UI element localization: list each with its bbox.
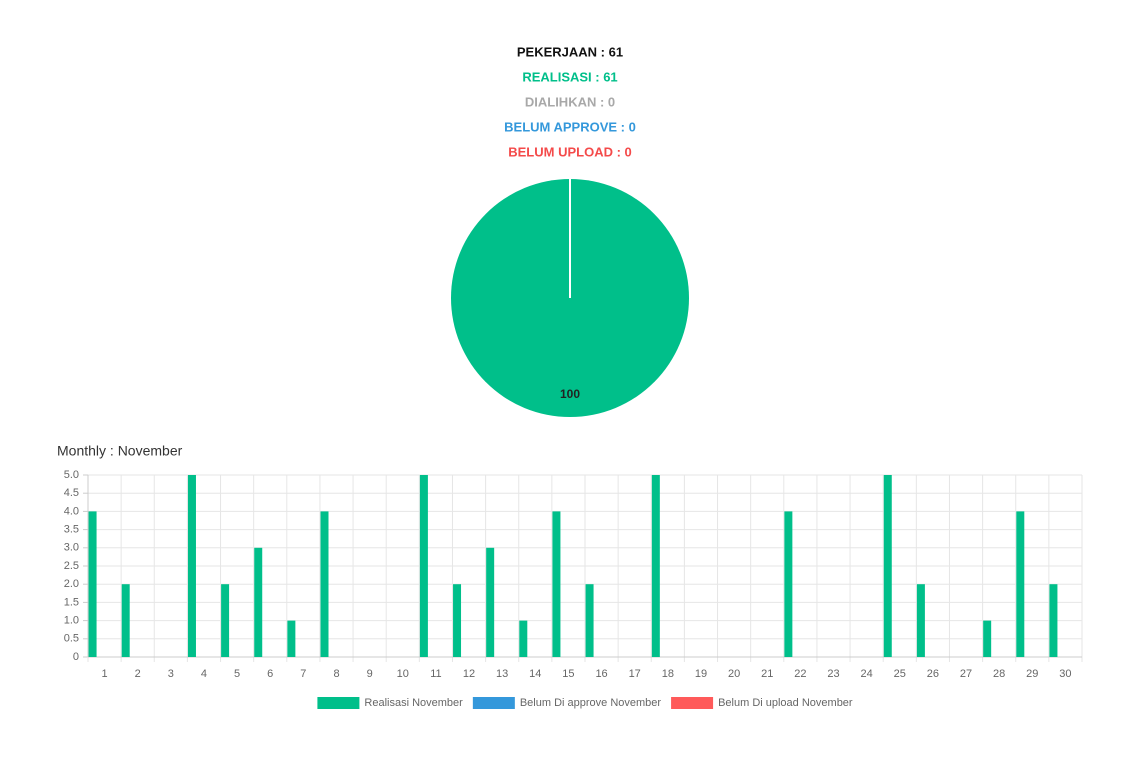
x-tick-label: 6 xyxy=(267,668,273,680)
x-tick-label: 17 xyxy=(629,668,641,680)
x-tick-label: 15 xyxy=(562,668,574,680)
bar xyxy=(254,547,263,657)
x-tick-label: 29 xyxy=(1026,668,1038,680)
bar xyxy=(651,475,660,657)
summary-line: BELUM APPROVE : 0 xyxy=(504,119,636,134)
y-tick-label: 1.0 xyxy=(64,615,79,627)
y-tick-label: 5.0 xyxy=(64,469,79,481)
x-tick-label: 13 xyxy=(496,668,508,680)
x-tick-label: 16 xyxy=(595,668,607,680)
y-tick-label: 2.0 xyxy=(64,578,79,590)
x-tick-label: 9 xyxy=(367,668,373,680)
x-tick-label: 7 xyxy=(300,668,306,680)
bar xyxy=(1016,511,1025,657)
bar xyxy=(552,511,561,657)
bar xyxy=(320,511,329,657)
x-tick-label: 27 xyxy=(960,668,972,680)
bar xyxy=(419,475,428,657)
y-tick-label: 2.5 xyxy=(64,560,79,572)
chart-title: Monthly : November xyxy=(57,443,183,459)
legend-swatch xyxy=(472,697,515,709)
bar xyxy=(784,511,793,657)
x-tick-label: 10 xyxy=(397,668,409,680)
x-tick-label: 23 xyxy=(827,668,839,680)
x-tick-label: 3 xyxy=(168,668,174,680)
summary-line: BELUM UPLOAD : 0 xyxy=(508,144,632,159)
bar xyxy=(585,584,594,657)
bar xyxy=(453,584,462,657)
x-tick-label: 2 xyxy=(135,668,141,680)
y-tick-label: 4.5 xyxy=(64,487,79,499)
y-tick-label: 3.0 xyxy=(64,542,79,554)
legend-label: Belum Di approve November xyxy=(520,697,662,709)
x-tick-label: 30 xyxy=(1059,668,1071,680)
bar xyxy=(88,511,97,657)
bar xyxy=(287,620,296,657)
slice-label: 100 xyxy=(560,387,580,401)
y-tick-label: 0 xyxy=(73,651,79,663)
x-tick-label: 18 xyxy=(662,668,674,680)
x-tick-label: 20 xyxy=(728,668,740,680)
y-tick-label: 3.5 xyxy=(64,524,79,536)
y-tick-label: 4.0 xyxy=(64,505,79,517)
x-tick-label: 22 xyxy=(794,668,806,680)
legend-swatch xyxy=(317,697,360,709)
x-tick-label: 21 xyxy=(761,668,773,680)
summary-line: REALISASI : 61 xyxy=(522,69,617,84)
bar xyxy=(519,620,528,657)
bar xyxy=(883,475,892,657)
x-tick-label: 4 xyxy=(201,668,207,680)
x-tick-label: 5 xyxy=(234,668,240,680)
legend-swatch xyxy=(671,697,714,709)
bar xyxy=(1049,584,1058,657)
bar xyxy=(983,620,992,657)
x-tick-label: 28 xyxy=(993,668,1005,680)
bar xyxy=(486,547,495,657)
summary-line: DIALIHKAN : 0 xyxy=(525,94,615,109)
y-tick-label: 1.5 xyxy=(64,596,79,608)
x-tick-label: 24 xyxy=(861,668,873,680)
legend-label: Belum Di upload November xyxy=(718,697,853,709)
bar xyxy=(916,584,925,657)
x-tick-label: 14 xyxy=(529,668,541,680)
bar xyxy=(121,584,130,657)
x-tick-label: 12 xyxy=(463,668,475,680)
x-tick-label: 1 xyxy=(102,668,108,680)
bar xyxy=(187,475,196,657)
y-tick-label: 0.5 xyxy=(64,633,79,645)
summary-line: PEKERJAAN : 61 xyxy=(517,44,623,59)
x-tick-label: 25 xyxy=(894,668,906,680)
x-tick-label: 26 xyxy=(927,668,939,680)
bar xyxy=(221,584,230,657)
x-tick-label: 11 xyxy=(430,668,441,680)
x-tick-label: 8 xyxy=(333,668,339,680)
x-tick-label: 19 xyxy=(695,668,707,680)
legend-label: Realisasi November xyxy=(364,697,463,709)
